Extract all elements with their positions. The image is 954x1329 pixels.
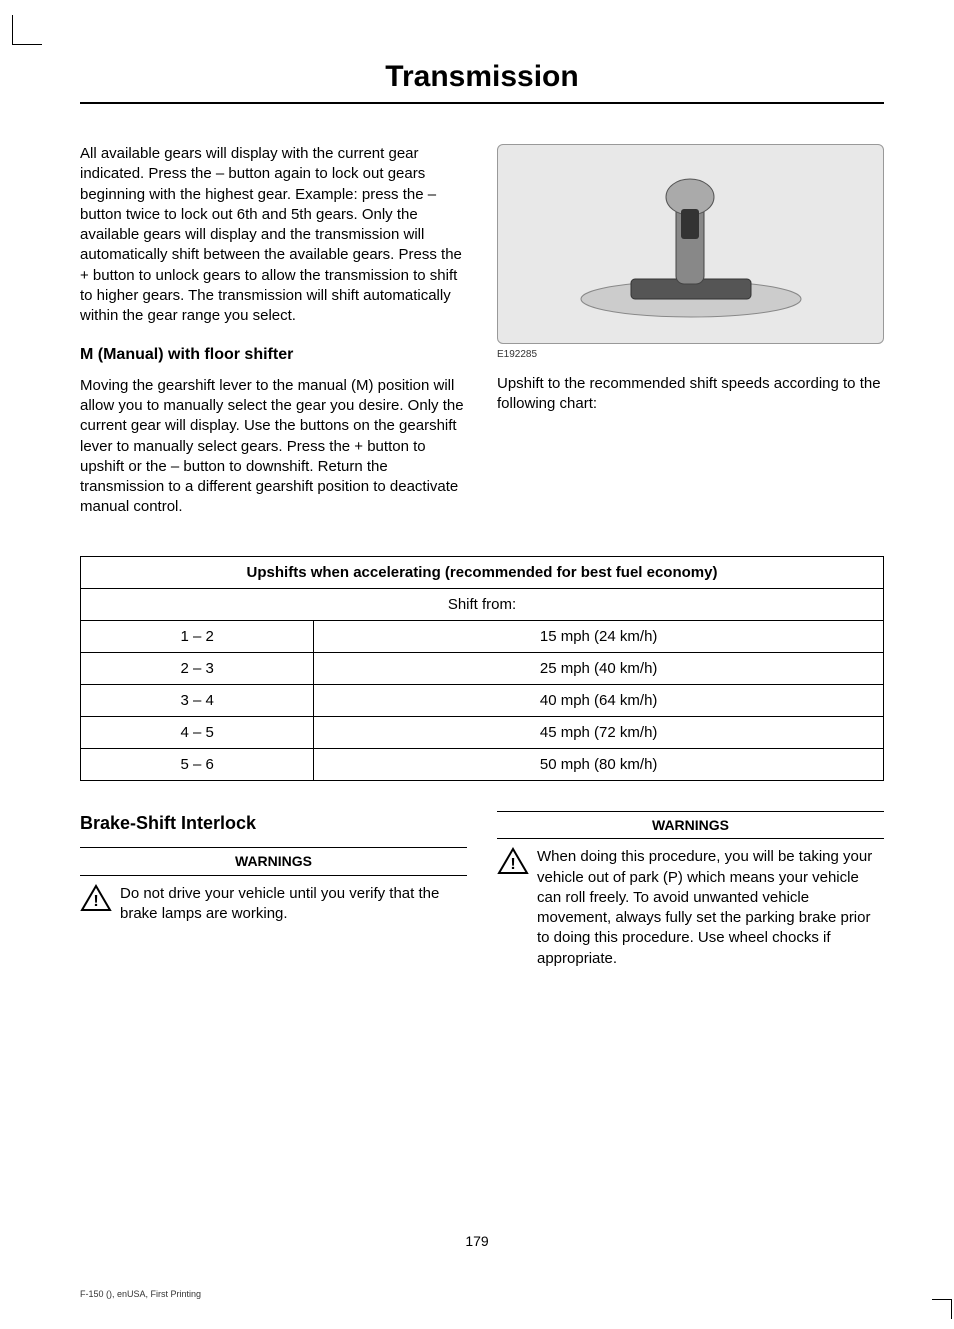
- warning-item: ! When doing this procedure, you will be…: [497, 847, 884, 969]
- section-heading: Brake-Shift Interlock: [80, 811, 467, 835]
- crop-mark: [932, 1299, 952, 1319]
- warning-triangle-icon: !: [80, 884, 112, 912]
- table-cell-speed: 40 mph (64 km/h): [314, 684, 884, 716]
- crop-mark: [12, 15, 42, 45]
- table-subheader: Shift from:: [81, 588, 884, 620]
- svg-text:!: !: [510, 856, 515, 873]
- body-paragraph: Upshift to the recommended shift speeds …: [497, 374, 884, 415]
- page-title: Transmission: [80, 60, 884, 104]
- table-row: 5 – 6 50 mph (80 km/h): [81, 748, 884, 780]
- body-paragraph: All available gears will display with th…: [80, 144, 467, 326]
- two-column-layout: All available gears will display with th…: [80, 144, 884, 526]
- table-cell-gear: 3 – 4: [81, 684, 314, 716]
- figure-caption: E192285: [497, 348, 884, 362]
- warnings-header: WARNINGS: [80, 847, 467, 876]
- right-column: E192285 Upshift to the recommended shift…: [497, 144, 884, 526]
- table-cell-gear: 2 – 3: [81, 652, 314, 684]
- footer-text: F-150 (), enUSA, First Printing: [80, 1289, 201, 1299]
- warning-text: Do not drive your vehicle until you veri…: [120, 884, 467, 925]
- warning-item: ! Do not drive your vehicle until you ve…: [80, 884, 467, 925]
- bottom-two-column: Brake-Shift Interlock WARNINGS ! Do not …: [80, 811, 884, 981]
- table-cell-speed: 25 mph (40 km/h): [314, 652, 884, 684]
- warning-text: When doing this procedure, you will be t…: [537, 847, 884, 969]
- bottom-right-column: WARNINGS ! When doing this procedure, yo…: [497, 811, 884, 981]
- table-row: 3 – 4 40 mph (64 km/h): [81, 684, 884, 716]
- table-cell-speed: 45 mph (72 km/h): [314, 716, 884, 748]
- svg-text:!: !: [93, 893, 98, 910]
- warning-triangle-icon: !: [497, 847, 529, 875]
- warnings-header: WARNINGS: [497, 811, 884, 840]
- gearshift-illustration: [571, 169, 811, 319]
- table-cell-gear: 1 – 2: [81, 620, 314, 652]
- table-row: 4 – 5 45 mph (72 km/h): [81, 716, 884, 748]
- bottom-left-column: Brake-Shift Interlock WARNINGS ! Do not …: [80, 811, 467, 981]
- table-cell-gear: 5 – 6: [81, 748, 314, 780]
- left-column: All available gears will display with th…: [80, 144, 467, 526]
- table-cell-speed: 15 mph (24 km/h): [314, 620, 884, 652]
- page-number: 179: [0, 1233, 954, 1249]
- upshift-table: Upshifts when accelerating (recommended …: [80, 556, 884, 781]
- sub-heading: M (Manual) with floor shifter: [80, 344, 467, 366]
- table-header: Upshifts when accelerating (recommended …: [81, 556, 884, 588]
- body-paragraph: Moving the gearshift lever to the manual…: [80, 376, 467, 518]
- figure-gearshift: [497, 144, 884, 344]
- table-cell-gear: 4 – 5: [81, 716, 314, 748]
- table-row: 1 – 2 15 mph (24 km/h): [81, 620, 884, 652]
- table-cell-speed: 50 mph (80 km/h): [314, 748, 884, 780]
- table-row: 2 – 3 25 mph (40 km/h): [81, 652, 884, 684]
